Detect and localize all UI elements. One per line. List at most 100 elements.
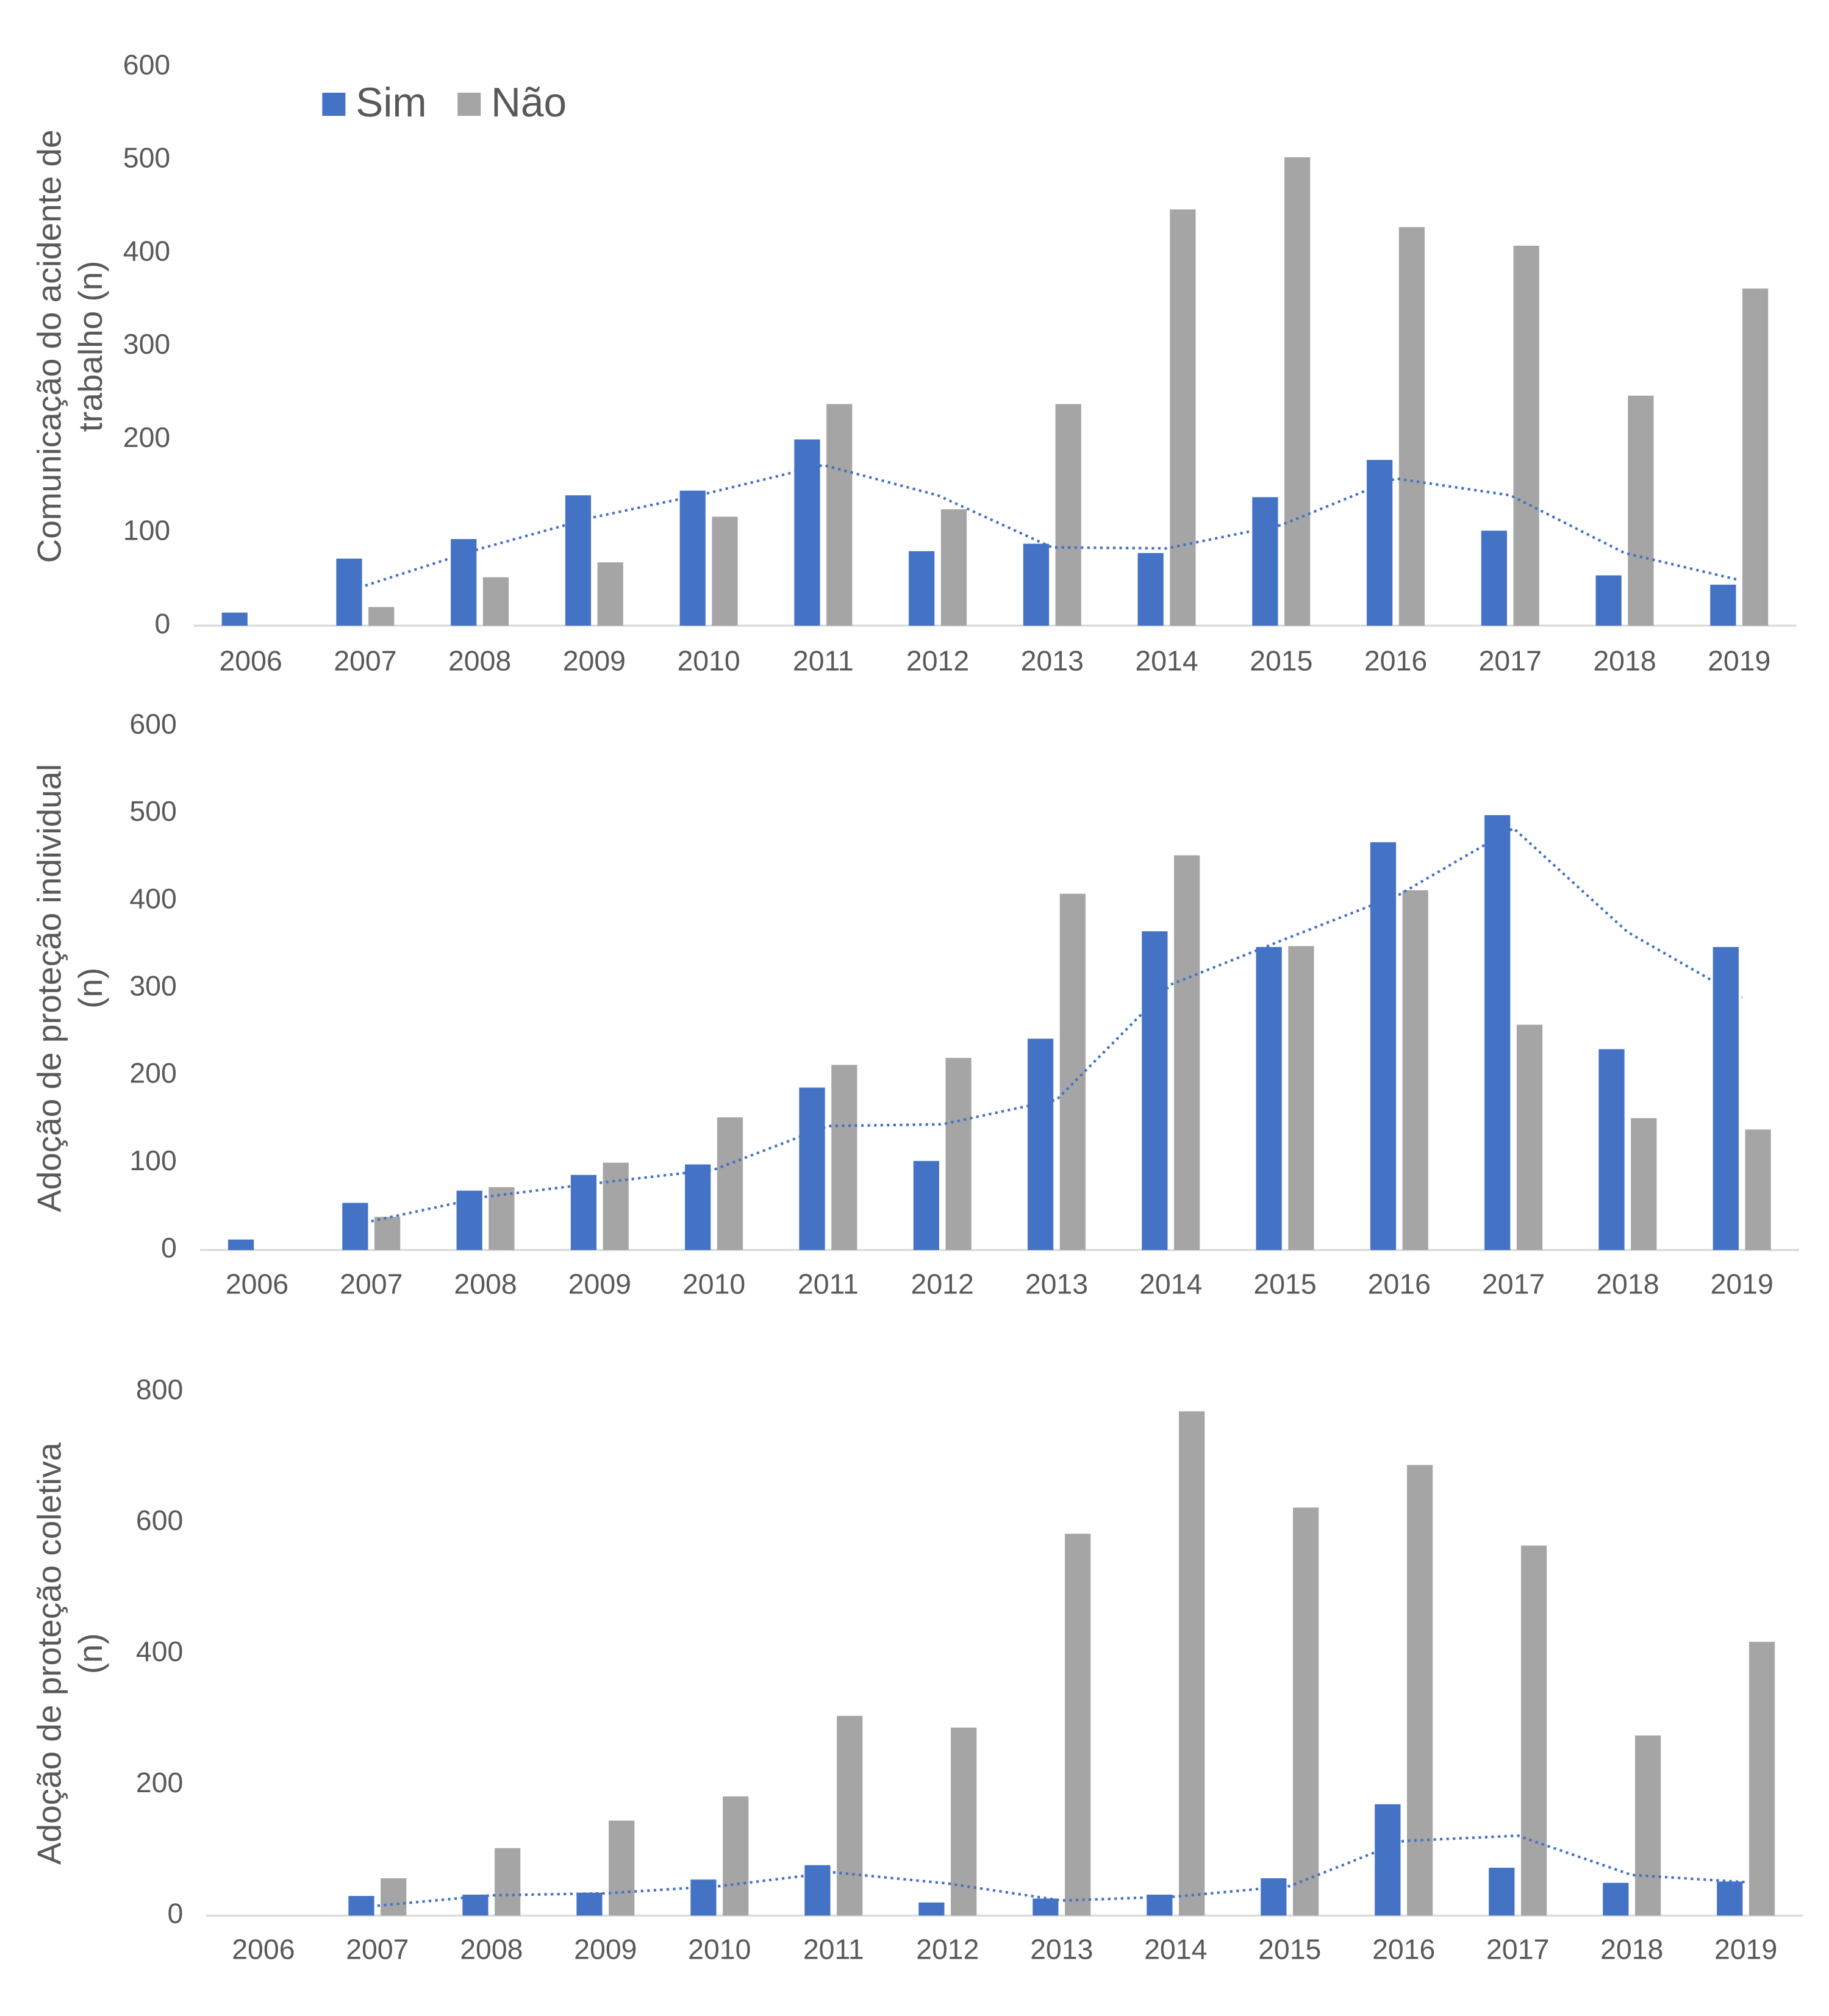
bar — [951, 1728, 977, 1916]
bar — [1261, 1878, 1287, 1916]
bar — [565, 495, 592, 626]
bar — [1398, 227, 1425, 626]
bar — [1370, 842, 1397, 1250]
x-tick-label: 2007 — [346, 1934, 409, 1965]
x-tick-label: 2014 — [1135, 645, 1198, 676]
y-axis-title: (n) — [71, 968, 109, 1009]
x-tick-label: 2007 — [334, 645, 396, 676]
x-tick-label: 2017 — [1486, 1934, 1549, 1965]
x-tick-label: 2019 — [1708, 645, 1770, 676]
x-tick-label: 2016 — [1364, 645, 1427, 676]
bar — [1170, 209, 1196, 626]
bar — [1634, 1735, 1661, 1916]
x-tick-label: 2014 — [1144, 1934, 1207, 1965]
bar — [482, 577, 509, 626]
bar — [1055, 404, 1081, 626]
y-axis-title: trabalho (n) — [71, 261, 109, 432]
bar — [1481, 531, 1507, 626]
y-tick-label: 0 — [154, 607, 170, 639]
x-tick-label: 2016 — [1368, 1268, 1431, 1299]
bar — [1137, 552, 1164, 626]
bar — [1520, 1545, 1547, 1916]
legend-swatch — [322, 93, 346, 116]
bar — [1179, 1411, 1205, 1916]
trend-line — [365, 463, 1740, 587]
x-tick-label: 2013 — [1025, 1268, 1088, 1299]
x-tick-label: 2009 — [574, 1934, 637, 1965]
y-tick-label: 300 — [129, 970, 176, 1002]
x-tick-label: 2006 — [226, 1268, 288, 1299]
bar — [826, 404, 853, 626]
bar — [1142, 931, 1168, 1250]
x-tick-label: 2014 — [1139, 1268, 1202, 1299]
bar — [1713, 946, 1739, 1250]
x-tick-label: 2015 — [1253, 1268, 1316, 1299]
bar — [1367, 460, 1393, 626]
bar — [1375, 1804, 1401, 1916]
bar — [221, 612, 248, 626]
y-tick-label: 0 — [161, 1232, 177, 1264]
bar — [1402, 890, 1428, 1250]
bar — [1631, 1118, 1657, 1250]
bar — [690, 1879, 717, 1916]
bar — [940, 509, 967, 626]
trend-line — [377, 1834, 1746, 1907]
trend-line — [371, 826, 1743, 1223]
bar — [1065, 1534, 1091, 1916]
x-tick-label: 2018 — [1593, 645, 1656, 676]
bar — [1598, 1049, 1625, 1250]
x-tick-label: 2008 — [454, 1268, 517, 1299]
x-tick-label: 2019 — [1711, 1268, 1774, 1299]
x-tick-label: 2013 — [1021, 645, 1084, 676]
bar — [609, 1820, 635, 1916]
bar — [348, 1896, 374, 1916]
y-axis-title: Adoção de proteção coletiva — [30, 1442, 68, 1865]
bar — [1023, 543, 1050, 626]
bar — [1748, 1642, 1775, 1916]
y-axis-title: Comunicação do acidente de — [30, 129, 68, 563]
bar — [1489, 1867, 1515, 1916]
x-tick-label: 2012 — [906, 645, 969, 676]
x-tick-label: 2017 — [1482, 1268, 1545, 1299]
y-tick-label: 600 — [123, 49, 170, 80]
x-tick-label: 2007 — [340, 1268, 403, 1299]
x-tick-label: 2011 — [803, 1934, 864, 1965]
y-tick-label: 200 — [129, 1057, 176, 1089]
bar — [1027, 1038, 1054, 1250]
y-tick-label: 400 — [136, 1635, 183, 1667]
y-axis-title: (n) — [71, 1633, 109, 1674]
bar — [794, 439, 820, 626]
bar — [1516, 1024, 1543, 1250]
bar — [945, 1057, 972, 1250]
x-tick-label: 2008 — [448, 645, 511, 676]
y-tick-label: 300 — [123, 328, 170, 360]
bar — [1174, 855, 1200, 1250]
bar — [451, 538, 477, 626]
bar — [717, 1117, 743, 1250]
bar — [1717, 1881, 1743, 1916]
x-tick-label: 2009 — [568, 1268, 631, 1299]
y-tick-label: 400 — [123, 235, 170, 266]
x-tick-label: 2016 — [1372, 1934, 1435, 1965]
x-tick-label: 2006 — [232, 1934, 295, 1965]
bar — [1513, 245, 1539, 626]
x-tick-label: 2008 — [460, 1934, 523, 1965]
bar — [831, 1065, 857, 1250]
bar — [570, 1174, 597, 1250]
bar — [456, 1190, 482, 1250]
x-tick-label: 2013 — [1030, 1934, 1093, 1965]
bar — [381, 1878, 407, 1916]
bar — [1407, 1465, 1433, 1916]
bar — [1033, 1898, 1059, 1916]
y-tick-label: 200 — [136, 1767, 183, 1798]
x-tick-label: 2011 — [793, 645, 854, 676]
x-tick-label: 2009 — [563, 645, 626, 676]
x-tick-label: 2012 — [911, 1268, 974, 1299]
x-tick-label: 2015 — [1258, 1934, 1321, 1965]
bar — [336, 559, 362, 626]
bar — [1284, 157, 1311, 626]
y-tick-label: 800 — [136, 1373, 183, 1405]
legend-swatch — [457, 93, 481, 116]
bar — [1710, 584, 1736, 626]
